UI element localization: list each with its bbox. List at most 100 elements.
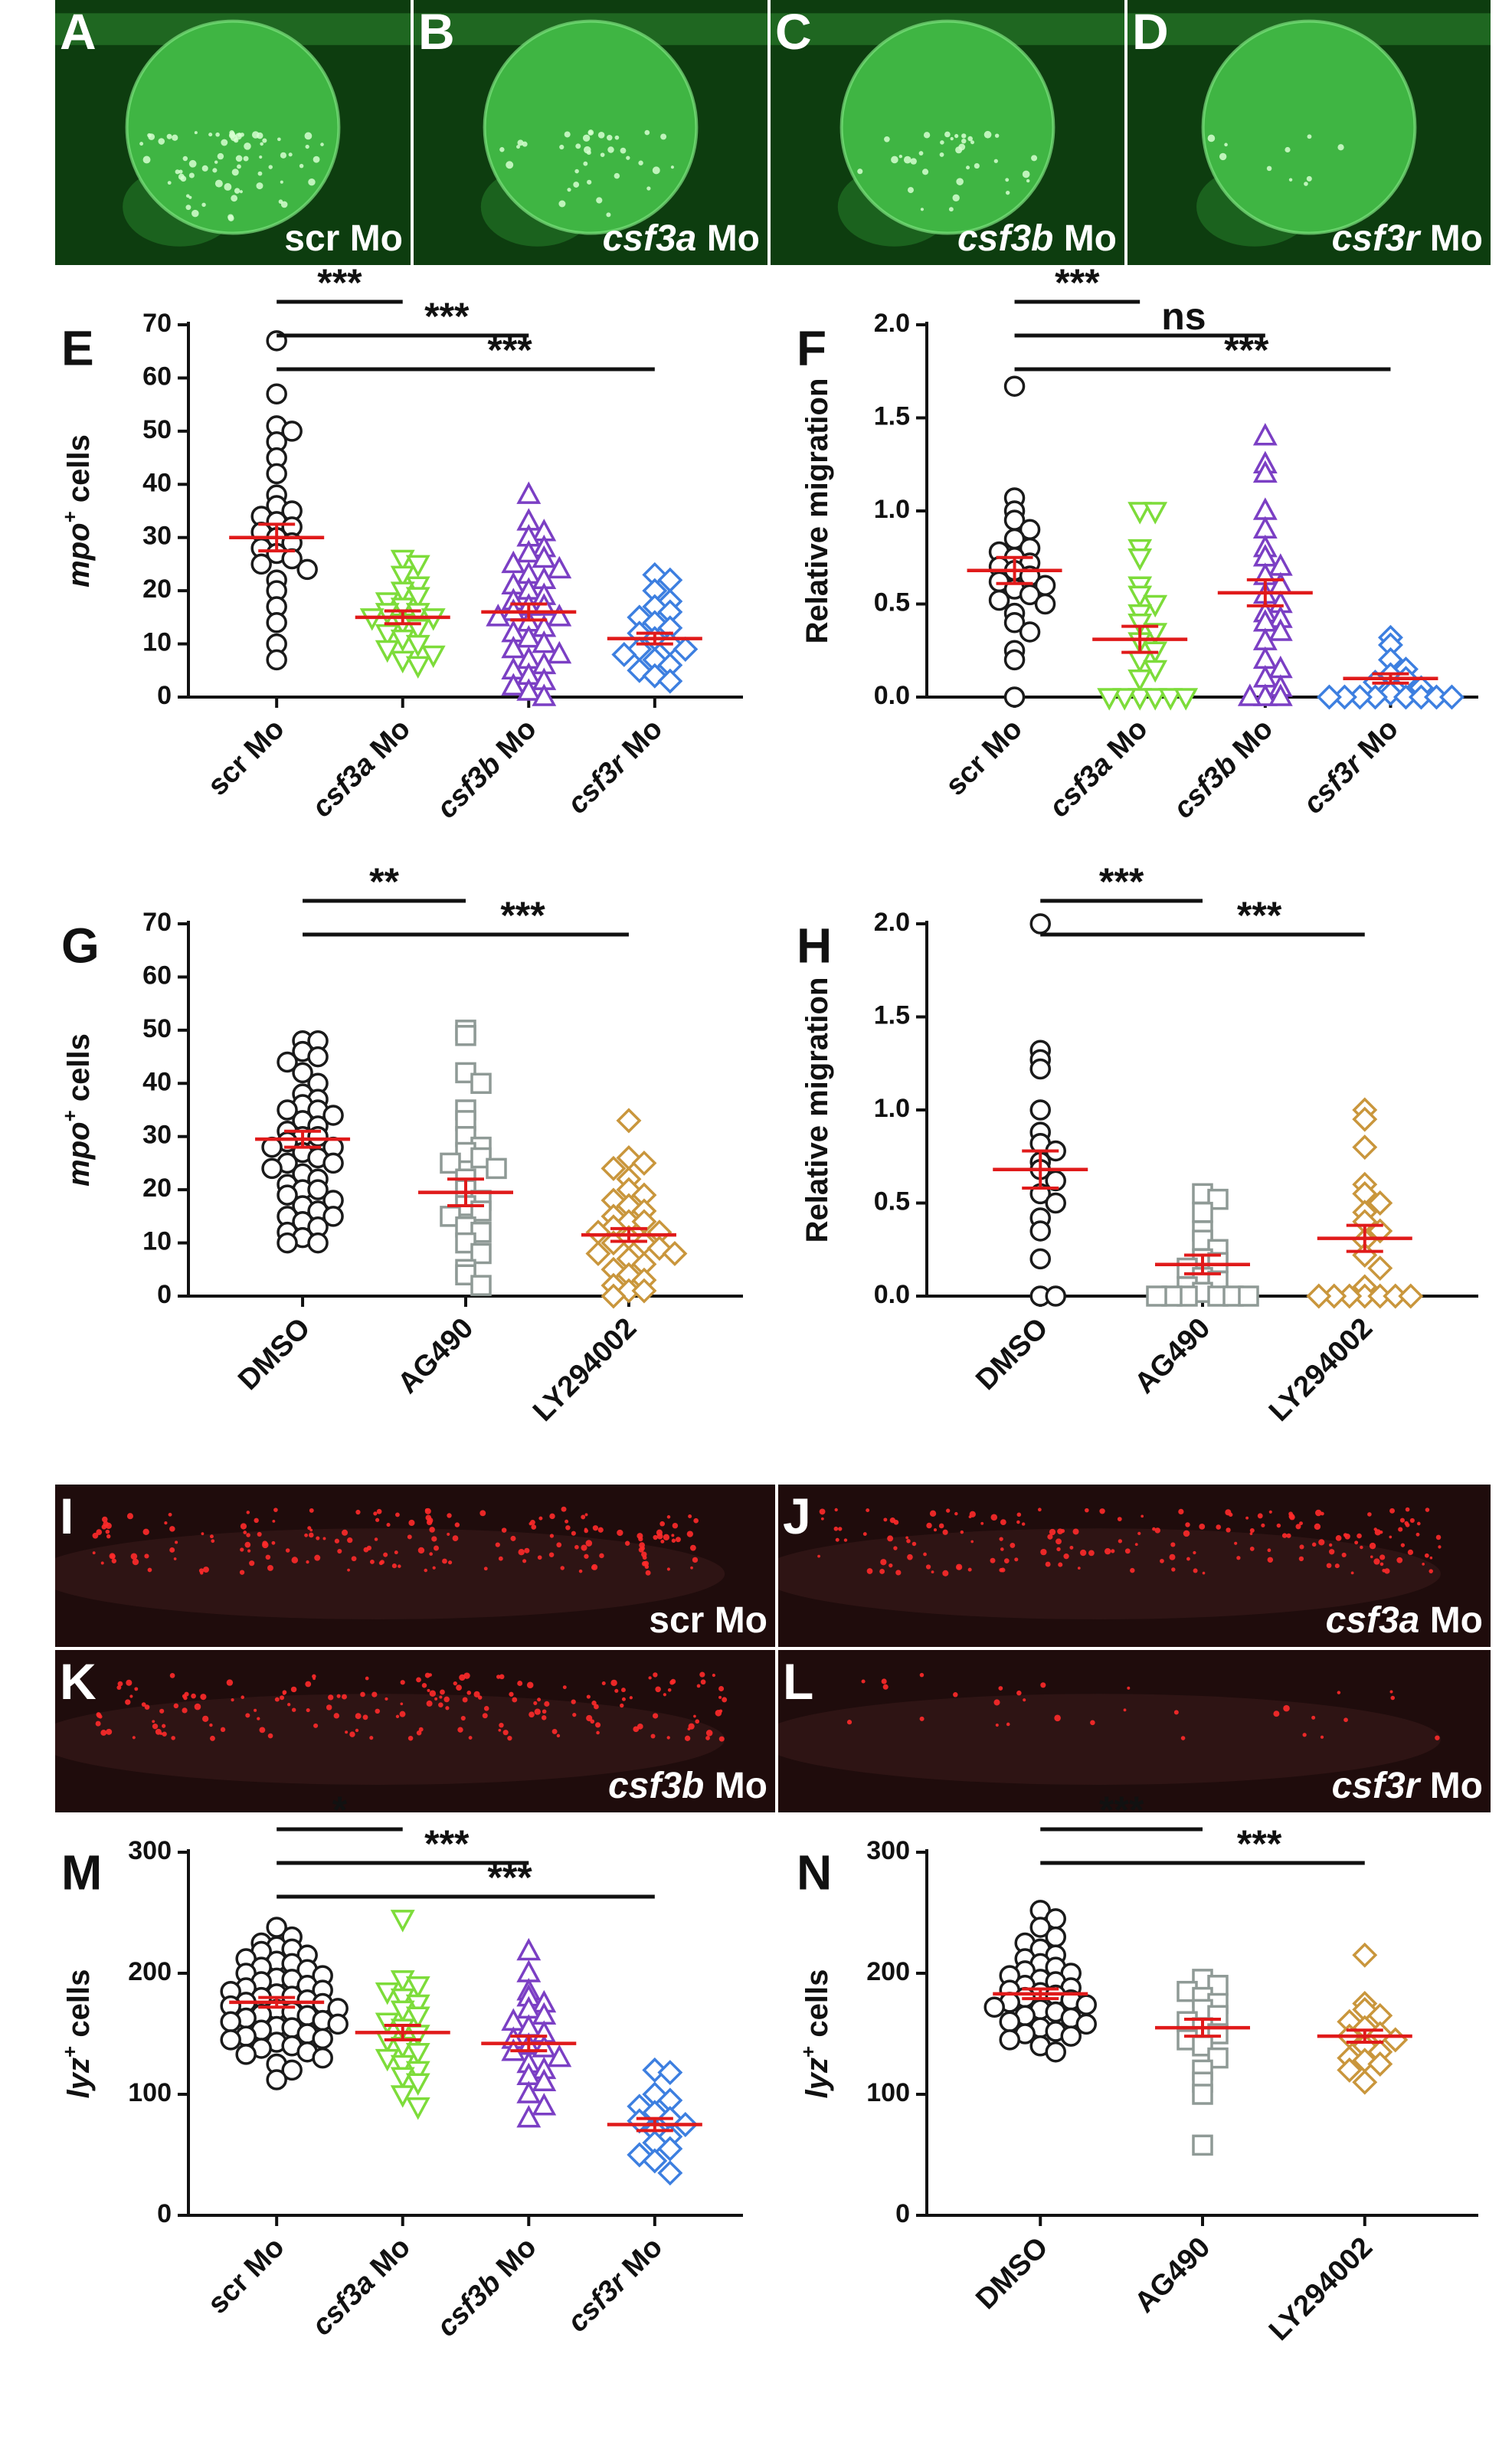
data-point bbox=[1192, 2084, 1213, 2105]
panel-letter: L bbox=[783, 1653, 814, 1710]
data-point bbox=[1045, 1285, 1066, 1307]
data-point bbox=[277, 1099, 298, 1121]
significance-label: *** bbox=[317, 261, 362, 304]
data-point bbox=[1173, 688, 1199, 711]
data-point bbox=[1158, 688, 1183, 711]
y-tick-label: 60 bbox=[142, 961, 172, 990]
data-point bbox=[616, 1108, 642, 1134]
significance-label: *** bbox=[487, 329, 532, 372]
data-point bbox=[1029, 1917, 1051, 1938]
data-point bbox=[1337, 2057, 1363, 2083]
y-tick-label: 200 bbox=[128, 1957, 172, 1986]
treatment-label: csf3a Mo bbox=[1326, 1603, 1483, 1639]
data-point bbox=[1192, 1201, 1213, 1223]
y-tick-label: 0 bbox=[157, 2199, 172, 2228]
data-point bbox=[405, 2061, 430, 2084]
y-tick-label: 300 bbox=[128, 1836, 172, 1865]
x-category-label: AG490 bbox=[1129, 2231, 1217, 2320]
data-point bbox=[266, 463, 287, 485]
series-1 bbox=[1092, 502, 1199, 711]
data-point bbox=[1268, 683, 1293, 706]
data-point bbox=[601, 1283, 627, 1309]
x-category-suffix: LY294002 bbox=[527, 1312, 643, 1428]
data-point bbox=[1045, 1926, 1066, 1948]
data-point bbox=[405, 634, 430, 658]
data-point bbox=[532, 545, 557, 568]
data-point bbox=[1003, 375, 1026, 397]
panel-letter: N bbox=[797, 1845, 832, 1900]
chart-f: F 0.0 0.5 1.0 1.5 2.0 Relative migration scr Mo… bbox=[797, 261, 1478, 825]
panel-letter: J bbox=[783, 1488, 811, 1544]
treatment-label-suffix: Mo bbox=[1419, 1766, 1483, 1806]
treatment-label-suffix: Mo bbox=[704, 1766, 767, 1806]
x-category-label: scr Mo bbox=[201, 2231, 290, 2320]
data-point bbox=[1252, 423, 1278, 446]
x-category-suffix: scr Mo bbox=[940, 713, 1029, 802]
data-point bbox=[1146, 1285, 1167, 1307]
y-tick-label: 40 bbox=[142, 468, 172, 497]
data-point bbox=[1112, 688, 1137, 711]
data-point bbox=[999, 2011, 1020, 2032]
chart-h: H 0.0 0.5 1.0 1.5 2.0 Relative migration DMSO AG… bbox=[797, 860, 1478, 1428]
data-point bbox=[1097, 688, 1122, 711]
y-tick-label: 200 bbox=[866, 1957, 910, 1986]
treatment-label-gene: csf3a bbox=[602, 218, 697, 259]
panel-letter: D bbox=[1132, 3, 1169, 60]
y-tick-label: 0 bbox=[157, 1280, 172, 1309]
y-tick-label: 10 bbox=[142, 1227, 172, 1256]
treatment-label: scr Mo bbox=[284, 221, 403, 257]
treatment-label-suffix: Mo bbox=[1053, 218, 1117, 259]
data-point bbox=[631, 1150, 657, 1176]
x-category-label: csf3b Mo bbox=[1167, 713, 1279, 825]
treatment-label: csf3b Mo bbox=[957, 221, 1117, 257]
micrograph-picture bbox=[414, 0, 767, 265]
data-point bbox=[281, 2059, 303, 2081]
data-point bbox=[532, 630, 557, 653]
y-tick-label: 70 bbox=[142, 309, 172, 338]
data-point bbox=[1252, 460, 1278, 483]
data-point bbox=[390, 1970, 415, 1993]
y-axis-label-gene: mpo bbox=[62, 522, 96, 587]
data-point bbox=[405, 2073, 430, 2096]
y-axis-label: mpo+ cells bbox=[58, 1033, 96, 1187]
y-tick-label: 0 bbox=[895, 2199, 910, 2228]
significance-label: *** bbox=[424, 1822, 470, 1865]
data-point bbox=[455, 1025, 476, 1046]
data-point bbox=[516, 2081, 542, 2103]
data-point bbox=[1238, 1285, 1259, 1307]
data-point bbox=[516, 678, 542, 701]
treatment-label-suffix: scr Mo bbox=[284, 218, 403, 259]
y-tick-label: 1.5 bbox=[874, 1000, 910, 1030]
data-point bbox=[1268, 618, 1293, 641]
y-axis-label-gene: lyz bbox=[62, 2058, 96, 2098]
data-point bbox=[1252, 497, 1278, 520]
treatment-label-suffix: Mo bbox=[1419, 1600, 1483, 1641]
panel-letter: E bbox=[61, 320, 94, 375]
significance-label: *** bbox=[424, 295, 470, 338]
data-point bbox=[532, 683, 557, 706]
y-tick-label: 300 bbox=[866, 1836, 910, 1865]
data-point bbox=[547, 2044, 572, 2067]
y-tick-label: 0 bbox=[157, 681, 172, 710]
y-tick-label: 50 bbox=[142, 1014, 172, 1043]
panel-letter: M bbox=[61, 1845, 102, 1900]
data-point bbox=[1306, 1283, 1332, 1309]
data-point bbox=[405, 1994, 430, 2018]
data-point bbox=[1019, 584, 1041, 606]
series-0 bbox=[229, 330, 325, 671]
series-0 bbox=[993, 913, 1088, 1307]
data-point bbox=[1237, 683, 1262, 706]
x-category-label: csf3a Mo bbox=[1043, 713, 1154, 824]
series-0 bbox=[983, 1900, 1097, 2063]
data-point bbox=[1075, 1994, 1097, 2015]
data-point bbox=[1352, 1942, 1378, 1968]
y-axis-label: mpo+ cells bbox=[58, 434, 96, 588]
data-point bbox=[307, 1179, 329, 1200]
micrograph-picture bbox=[55, 1650, 775, 1812]
treatment-label: csf3b Mo bbox=[608, 1768, 767, 1805]
data-point bbox=[547, 555, 572, 579]
data-point bbox=[501, 635, 526, 659]
series-3 bbox=[607, 561, 702, 694]
